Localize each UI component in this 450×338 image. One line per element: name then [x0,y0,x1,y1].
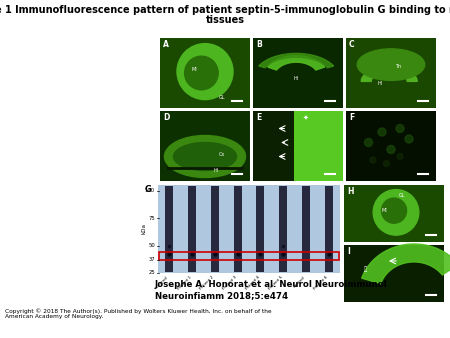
Polygon shape [362,244,450,284]
Polygon shape [361,67,417,81]
Bar [165,186,173,272]
Text: 37: 37 [148,257,155,262]
Ellipse shape [357,49,425,80]
Text: ✦: ✦ [302,114,308,120]
Bar [344,245,444,302]
Text: I: I [347,247,350,256]
Text: Patient 3: Patient 3 [222,275,238,291]
Circle shape [370,157,376,163]
Text: tissues: tissues [206,15,244,25]
Text: Cx: Cx [219,152,225,157]
Ellipse shape [165,136,246,177]
Bar [160,111,250,181]
Text: Hi: Hi [293,76,299,81]
Text: Josephe A. Honorat et al. Neurol Neuroimmunol: Josephe A. Honorat et al. Neurol Neuroim… [155,280,387,289]
Text: Figure 1 Immunofluorescence pattern of patient septin-5-immunoglobulin G binding: Figure 1 Immunofluorescence pattern of p… [0,5,450,15]
Circle shape [405,135,413,143]
Text: Control: Control [156,275,169,288]
Bar [188,186,196,272]
Bar [253,111,343,181]
Bar [234,186,242,272]
Text: A: A [163,40,169,49]
Circle shape [184,56,218,90]
Text: D: D [163,113,169,122]
Bar [253,38,343,108]
Text: Patient 2: Patient 2 [199,275,215,291]
Circle shape [382,198,406,223]
Ellipse shape [174,143,237,170]
Text: GL: GL [219,95,225,100]
Text: Patient 5: Patient 5 [267,275,283,291]
Text: Ml: Ml [382,208,387,213]
Text: F: F [349,113,354,122]
Bar [279,186,287,272]
Text: Patient 1: Patient 1 [176,275,192,291]
Bar [346,111,436,181]
Bar [293,111,343,181]
Text: ↆ: ↆ [364,266,367,272]
Text: 25: 25 [148,270,155,275]
Text: Hi: Hi [214,168,219,173]
Text: G: G [145,185,152,194]
Text: 75: 75 [148,216,155,220]
Text: GL: GL [399,193,405,198]
Bar [211,186,219,272]
Bar [160,38,250,108]
Text: Patient 6: Patient 6 [313,275,328,291]
Text: E: E [256,113,261,122]
Bar [324,186,333,272]
Circle shape [378,128,386,136]
Text: 100: 100 [145,188,155,193]
Text: 50: 50 [148,243,155,248]
Circle shape [396,124,404,132]
Polygon shape [259,53,333,68]
Bar [302,186,310,272]
Text: C: C [349,40,355,49]
Bar [158,185,340,273]
Text: Patient 4: Patient 4 [245,275,261,291]
Bar [344,185,444,242]
Circle shape [387,145,395,153]
Text: kDa: kDa [141,223,147,235]
Text: Ml: Ml [192,67,197,72]
Circle shape [383,161,390,167]
Text: Hi: Hi [378,81,382,86]
Text: H: H [347,187,354,196]
Bar [346,38,436,108]
Text: Neuroinfiamm 2018;5:e474: Neuroinfiamm 2018;5:e474 [155,291,288,300]
Circle shape [177,44,233,100]
Circle shape [397,153,403,160]
Bar [159,252,339,260]
Text: B: B [256,40,262,49]
Circle shape [373,190,419,235]
Circle shape [364,139,373,146]
Text: Control: Control [292,275,306,288]
Text: Copyright © 2018 The Author(s). Published by Wolters Kluwer Health, Inc. on beha: Copyright © 2018 The Author(s). Publishe… [5,308,272,319]
Polygon shape [268,56,325,70]
Text: Th: Th [396,64,401,69]
Bar [256,186,265,272]
